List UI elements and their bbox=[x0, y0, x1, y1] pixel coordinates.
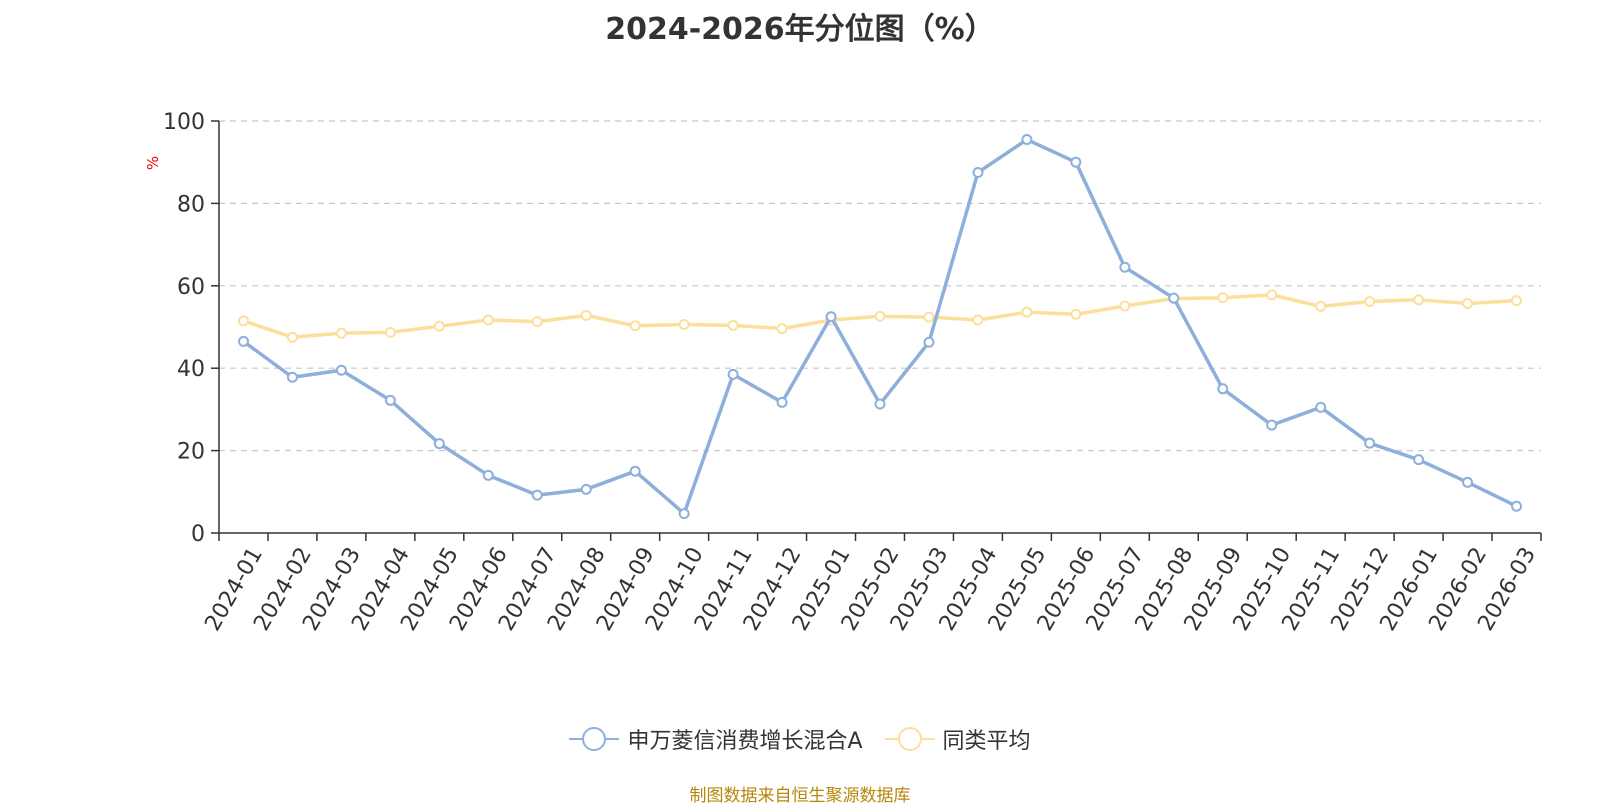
data-point-0 bbox=[1266, 419, 1278, 431]
data-point-0 bbox=[1511, 500, 1523, 512]
data-point-0 bbox=[678, 508, 690, 520]
data-point-0 bbox=[972, 167, 984, 178]
data-point-0 bbox=[1168, 292, 1180, 304]
data-point-0 bbox=[482, 469, 494, 481]
data-point-1 bbox=[629, 320, 641, 332]
data-point-0 bbox=[1217, 383, 1229, 395]
data-point-1 bbox=[1266, 289, 1278, 301]
data-point-1 bbox=[1462, 298, 1474, 310]
y-tick-label: 100 bbox=[163, 110, 205, 135]
y-tick-label: 80 bbox=[177, 192, 205, 217]
legend-marker-average-icon bbox=[884, 727, 935, 751]
y-tick-label: 0 bbox=[191, 522, 205, 547]
data-point-1 bbox=[1413, 294, 1425, 306]
data-point-1 bbox=[1070, 308, 1082, 320]
gridlines bbox=[219, 120, 1541, 452]
data-point-1 bbox=[874, 310, 886, 322]
legend-item-fund[interactable]: 申万菱信消费增长混合A bbox=[569, 723, 863, 755]
data-point-0 bbox=[629, 465, 641, 477]
data-point-1 bbox=[580, 309, 592, 321]
data-point-1 bbox=[384, 326, 396, 338]
data-source-note: 制图数据来自恒生聚源数据库 bbox=[689, 786, 911, 806]
data-point-1 bbox=[1217, 292, 1229, 304]
data-point-0 bbox=[923, 336, 935, 348]
data-point-0 bbox=[335, 364, 347, 376]
data-point-0 bbox=[531, 489, 543, 501]
y-tick-label: 60 bbox=[177, 275, 205, 300]
data-point-1 bbox=[923, 311, 935, 323]
data-point-0 bbox=[1070, 156, 1082, 168]
data-point-1 bbox=[1119, 300, 1131, 312]
data-point-1 bbox=[286, 331, 298, 343]
data-point-1 bbox=[1511, 295, 1523, 307]
data-point-0 bbox=[237, 335, 249, 347]
data-point-0 bbox=[433, 438, 445, 450]
data-point-1 bbox=[678, 319, 690, 331]
data-point-1 bbox=[776, 323, 788, 335]
y-tick-label: 20 bbox=[177, 440, 205, 465]
legend-marker-fund-icon bbox=[569, 727, 620, 751]
data-point-1 bbox=[335, 327, 347, 339]
data-point-1 bbox=[1364, 295, 1376, 307]
axes: 0204060801002024-012024-022024-032024-04… bbox=[163, 110, 1542, 635]
data-point-0 bbox=[727, 368, 739, 380]
legend-label-fund: 申万菱信消费增长混合A bbox=[627, 729, 863, 754]
data-point-0 bbox=[776, 396, 788, 408]
data-point-1 bbox=[972, 314, 984, 326]
series-lines bbox=[237, 134, 1523, 520]
data-point-1 bbox=[1021, 306, 1033, 318]
data-point-0 bbox=[825, 311, 837, 323]
data-point-0 bbox=[384, 394, 396, 406]
data-point-1 bbox=[727, 319, 739, 331]
y-tick-label: 40 bbox=[177, 357, 205, 382]
data-point-0 bbox=[874, 398, 886, 410]
legend-label-peer-average: 同类平均 bbox=[942, 729, 1031, 754]
chart-title: 2024-2026年分位图（%） bbox=[605, 12, 995, 47]
data-point-0 bbox=[1315, 401, 1327, 413]
data-point-0 bbox=[1364, 437, 1376, 449]
data-point-0 bbox=[286, 371, 298, 383]
data-point-1 bbox=[433, 320, 445, 332]
data-point-1 bbox=[237, 315, 249, 327]
data-point-0 bbox=[1021, 134, 1033, 146]
data-point-1 bbox=[482, 314, 494, 326]
data-point-0 bbox=[1462, 476, 1474, 488]
y-axis-label: % bbox=[144, 156, 162, 170]
data-point-0 bbox=[1413, 454, 1425, 466]
legend: 申万菱信消费增长混合A 同类平均 bbox=[0, 723, 1600, 755]
data-point-1 bbox=[1315, 300, 1327, 312]
data-point-0 bbox=[1119, 261, 1131, 273]
data-point-0 bbox=[580, 483, 592, 495]
data-point-1 bbox=[531, 316, 543, 328]
legend-item-peer-average[interactable]: 同类平均 bbox=[884, 723, 1031, 755]
